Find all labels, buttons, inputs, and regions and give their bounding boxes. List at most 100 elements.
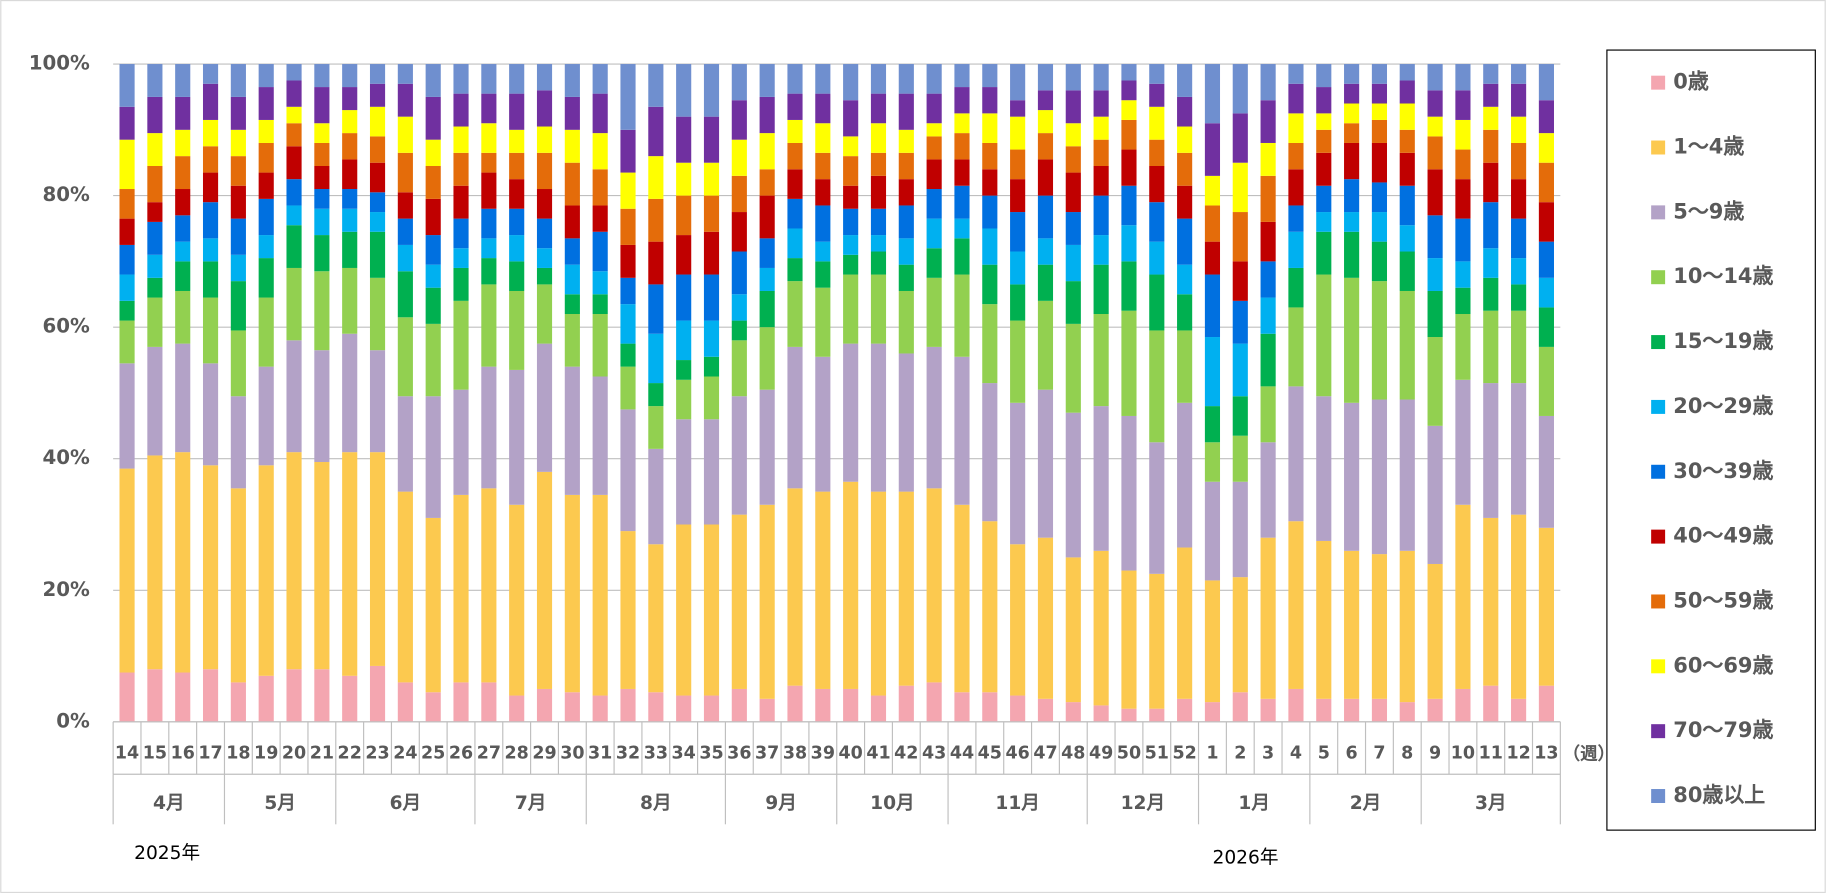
bar-segment: [1483, 277, 1499, 311]
bar-segment: [676, 360, 692, 380]
bar-segment: [564, 494, 580, 693]
x-tick-label: 9: [1429, 743, 1441, 763]
bar-segment: [509, 129, 525, 153]
bar-segment: [1399, 399, 1415, 551]
bar-segment: [230, 254, 246, 282]
bar-segment: [1177, 126, 1193, 153]
bar-segment: [1065, 90, 1081, 124]
bar-segment: [1427, 116, 1443, 137]
bar-segment: [425, 139, 441, 166]
bar-segment: [1538, 100, 1554, 134]
x-tick-label: 20: [282, 743, 306, 763]
bar-segment: [954, 185, 970, 219]
bar-segment: [1010, 320, 1026, 403]
bar-segment: [843, 688, 859, 722]
x-tick-label: 11: [1479, 743, 1503, 763]
bar-segment: [1037, 238, 1054, 265]
bar-segment: [1316, 231, 1332, 275]
year-label: 2025年: [134, 843, 200, 864]
x-tick-label: 51: [1145, 743, 1169, 763]
bar-segment: [676, 695, 692, 722]
bar-segment: [620, 366, 636, 410]
bar-segment: [787, 169, 803, 199]
bar-segment: [1371, 241, 1388, 282]
bar-segment: [481, 682, 497, 722]
bar-segment: [119, 320, 135, 364]
bar-segment: [676, 274, 692, 321]
month-label: 3月: [1475, 793, 1507, 814]
bar-segment: [397, 192, 413, 219]
month-label: 1月: [1238, 793, 1270, 814]
bar-segment: [1149, 165, 1165, 203]
bar-segment: [787, 142, 803, 170]
bar-segment: [1483, 129, 1499, 163]
bar-segment: [759, 698, 775, 722]
x-tick-label: 19: [254, 743, 278, 763]
bar-segment: [1204, 481, 1221, 581]
bar-segment: [175, 672, 191, 722]
bar-segment: [1177, 264, 1193, 295]
bar-segment: [1316, 274, 1332, 397]
bar-segment: [286, 64, 302, 81]
x-tick-label: 5: [1318, 743, 1330, 763]
bar-segment: [1204, 274, 1221, 338]
bar-segment: [230, 330, 246, 397]
bar-segment: [425, 396, 441, 518]
bar-segment: [676, 162, 692, 196]
bar-segment: [147, 277, 163, 298]
bar-segment: [898, 685, 914, 722]
bar-segment: [1121, 708, 1137, 722]
x-tick-label: 12: [1506, 743, 1530, 763]
bar-segment: [815, 205, 831, 242]
bar-segment: [954, 113, 970, 134]
x-tick-label: 25: [421, 743, 445, 763]
bar-segment: [1177, 330, 1193, 403]
bar-segment: [369, 452, 386, 666]
bar-segment: [1093, 116, 1109, 140]
bar-segment: [1538, 307, 1554, 347]
bar-segment: [1316, 152, 1332, 186]
bar-segment: [397, 396, 413, 492]
bar-segment: [1010, 100, 1026, 117]
bar-segment: [1149, 64, 1165, 84]
bar-segment: [815, 123, 831, 153]
bar-segment: [397, 317, 413, 397]
bar-segment: [926, 346, 942, 489]
bar-segment: [369, 665, 386, 722]
bar-segment: [1483, 64, 1499, 84]
bar-segment: [147, 297, 163, 347]
bar-segment: [147, 133, 163, 166]
bar-segment: [564, 64, 580, 97]
x-tick-label: 17: [198, 743, 222, 763]
bar-segment: [703, 376, 720, 420]
bar-segment: [509, 235, 525, 262]
bar-segment: [731, 396, 747, 515]
bar-segment: [843, 481, 859, 689]
bar-segment: [119, 189, 135, 219]
bar-segment: [342, 333, 358, 453]
month-label: 8月: [640, 793, 672, 814]
bar-segment: [843, 156, 859, 186]
bar-segment: [759, 327, 775, 390]
bar-segment: [258, 172, 274, 199]
bar-segment: [982, 64, 998, 88]
bar-segment: [731, 688, 747, 722]
bar-segment: [314, 87, 330, 124]
bar-segment: [1538, 527, 1554, 686]
bar-segment: [1344, 402, 1360, 551]
bar-segment: [843, 274, 859, 344]
bar-segment: [564, 264, 580, 295]
bar-segment: [843, 64, 859, 101]
bar-segment: [286, 179, 302, 206]
x-tick-label: 21: [310, 743, 334, 763]
bar-segment: [1511, 83, 1527, 117]
bar-segment: [1399, 80, 1415, 104]
month-label: 7月: [515, 793, 547, 814]
legend-swatch: [1651, 659, 1666, 674]
bar-segment: [147, 96, 163, 134]
bar-segment: [1316, 212, 1332, 232]
bar-segment: [342, 189, 358, 209]
bar-segment: [119, 300, 135, 321]
bar-segment: [1121, 119, 1137, 150]
bar-segment: [1177, 152, 1193, 186]
